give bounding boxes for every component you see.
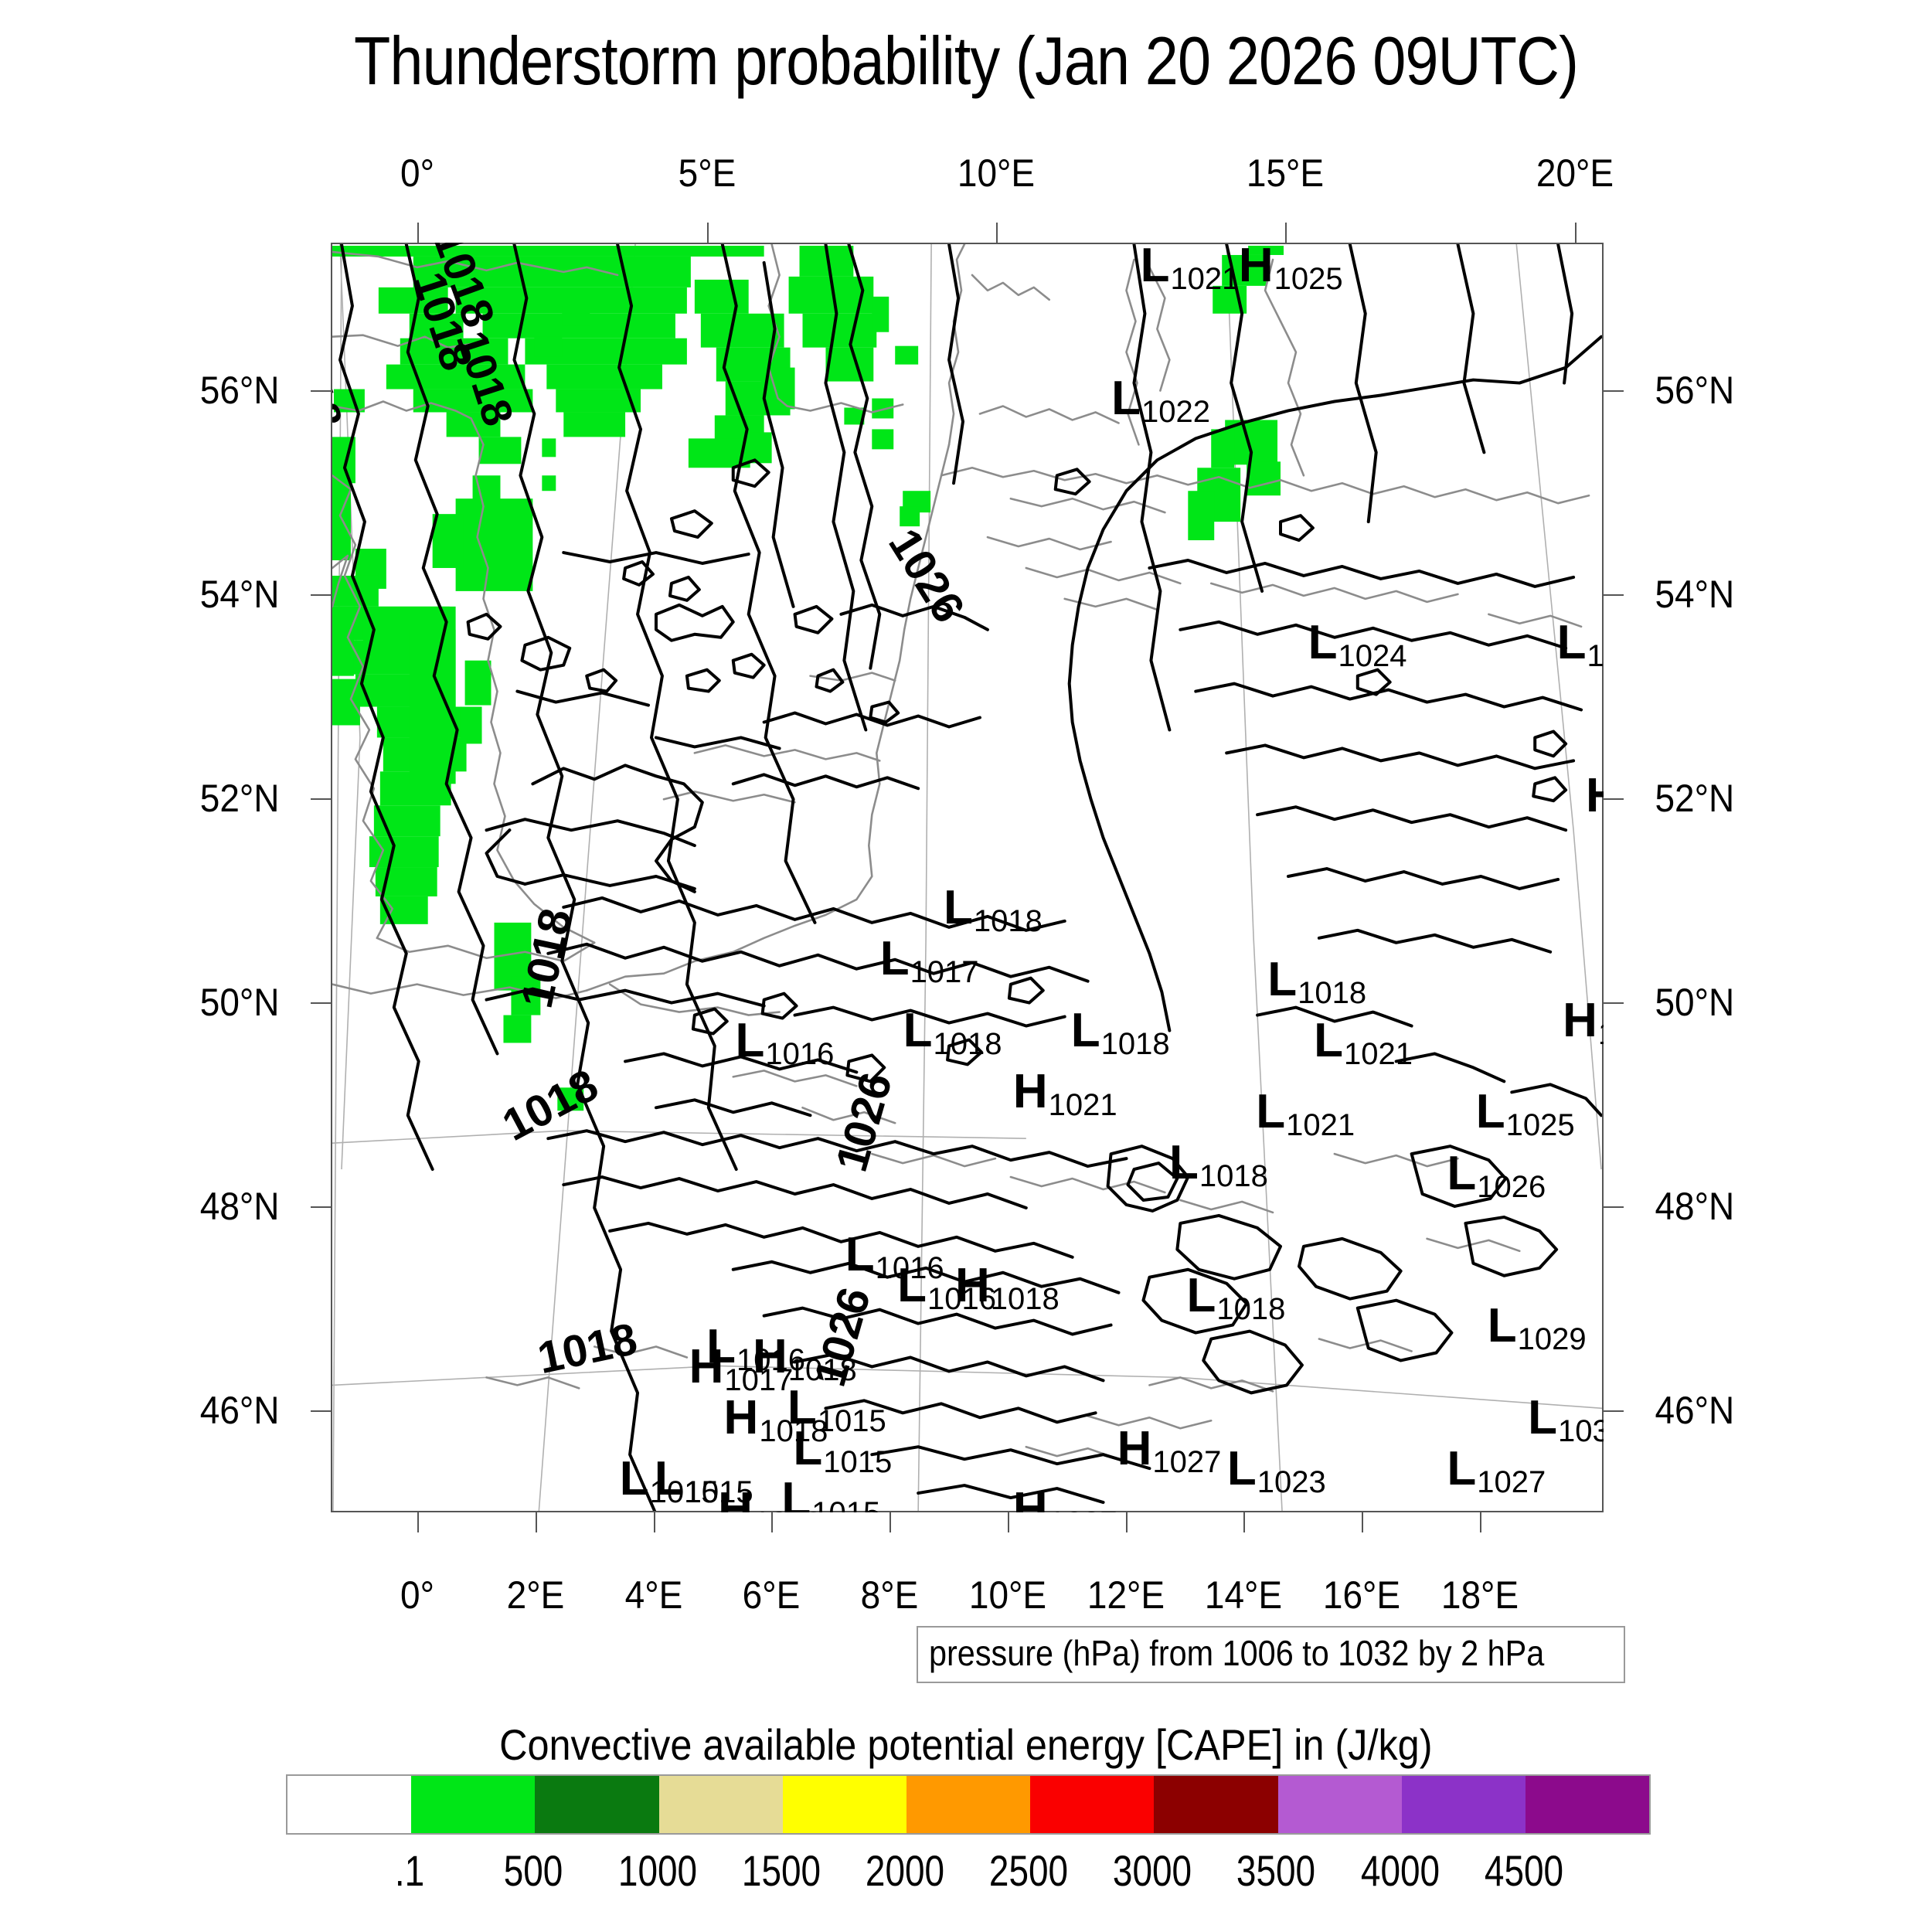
coastlines — [332, 244, 1590, 1461]
axis-tick-right-2: 52°N — [1655, 777, 1735, 821]
weather-map[interactable]: 1018 1018 1018 — [331, 243, 1604, 1512]
colorbar-segment-2[interactable] — [535, 1776, 659, 1833]
colorbar-label-6: 3000 — [1113, 1846, 1192, 1895]
colorbar-segment-5[interactable] — [906, 1776, 1031, 1833]
axis-tick-bottom-5: 10°E — [968, 1573, 1047, 1617]
tickmark-right-5 — [1604, 1410, 1624, 1413]
tickmark-left-0 — [311, 390, 331, 393]
colorbar-label-9: 4500 — [1484, 1846, 1563, 1895]
tickmark-top-4 — [1574, 223, 1577, 243]
axis-tick-top-3: 15°E — [1247, 151, 1325, 195]
cape-colorbar[interactable] — [286, 1774, 1651, 1835]
axis-tick-top-0: 0° — [400, 151, 435, 195]
axis-tick-top-1: 5°E — [678, 151, 736, 195]
tickmark-bottom-2 — [653, 1512, 655, 1532]
tickmark-left-1 — [311, 594, 331, 597]
axis-tick-right-0: 56°N — [1655, 369, 1735, 413]
colorbar-label-2: 1000 — [617, 1846, 697, 1895]
cape-colorbar-labels: .1 500 1000 1500 2000 2500 3000 3500 4000 4500 — [286, 1845, 1648, 1900]
colorbar-caption-text: Convective available potential energy [C… — [499, 1720, 1433, 1769]
tickmark-bottom-5 — [1007, 1512, 1009, 1532]
tickmark-right-0 — [1604, 390, 1624, 393]
colorbar-segment-1[interactable] — [411, 1776, 536, 1833]
tickmark-bottom-9 — [1479, 1512, 1481, 1532]
tickmark-bottom-3 — [771, 1512, 774, 1532]
axis-tick-left-5: 46°N — [199, 1389, 280, 1433]
tickmark-bottom-4 — [889, 1512, 892, 1532]
colorbar-label-0: .1 — [395, 1846, 425, 1895]
tickmark-top-2 — [995, 223, 998, 243]
tickmark-left-3 — [311, 1002, 331, 1005]
axis-tick-bottom-8: 16°E — [1322, 1573, 1401, 1617]
colorbar-segment-4[interactable] — [782, 1776, 906, 1833]
colorbar-segment-8[interactable] — [1277, 1776, 1402, 1833]
tickmark-bottom-7 — [1243, 1512, 1246, 1532]
axis-tick-right-1: 54°N — [1655, 573, 1735, 617]
axis-tick-right-3: 50°N — [1655, 981, 1735, 1025]
colorbar-segment-3[interactable] — [658, 1776, 783, 1833]
axis-tick-right-4: 48°N — [1655, 1185, 1735, 1229]
axis-tick-left-3: 50°N — [199, 981, 280, 1025]
axis-tick-bottom-6: 12°E — [1087, 1573, 1165, 1617]
axis-tick-left-4: 48°N — [199, 1185, 280, 1229]
axis-tick-bottom-2: 4°E — [624, 1573, 683, 1617]
colorbar-label-7: 3500 — [1236, 1846, 1316, 1895]
tickmark-bottom-8 — [1362, 1512, 1364, 1532]
colorbar-segment-9[interactable] — [1401, 1776, 1526, 1833]
tickmark-right-2 — [1604, 798, 1624, 801]
axis-tick-bottom-4: 8°E — [860, 1573, 919, 1617]
colorbar-segment-7[interactable] — [1154, 1776, 1278, 1833]
axis-tick-bottom-0: 0° — [400, 1573, 435, 1617]
tickmark-left-4 — [311, 1206, 331, 1209]
axis-tick-top-2: 10°E — [957, 151, 1036, 195]
axis-tick-bottom-9: 18°E — [1440, 1573, 1519, 1617]
tickmark-left-5 — [311, 1410, 331, 1413]
colorbar-segment-0[interactable] — [287, 1776, 412, 1833]
tickmark-top-1 — [706, 223, 709, 243]
pressure-legend-text: pressure (hPa) from 1006 to 1032 by 2 hP… — [929, 1633, 1545, 1673]
axis-tick-left-0: 56°N — [199, 369, 280, 413]
colorbar-segment-10[interactable] — [1525, 1776, 1650, 1833]
axis-tick-top-4: 20°E — [1536, 151, 1614, 195]
tickmark-right-4 — [1604, 1206, 1624, 1209]
tickmark-left-2 — [311, 798, 331, 801]
colorbar-label-1: 500 — [504, 1846, 563, 1895]
colorbar-label-3: 1500 — [741, 1846, 821, 1895]
axis-tick-left-1: 54°N — [199, 573, 280, 617]
tickmark-bottom-1 — [536, 1512, 538, 1532]
tickmark-bottom-0 — [417, 1512, 420, 1532]
axis-tick-bottom-1: 2°E — [506, 1573, 565, 1617]
axis-tick-bottom-3: 6°E — [743, 1573, 801, 1617]
page-title: Thunderstorm probability (Jan 20 2026 09… — [353, 22, 1579, 99]
tickmark-top-3 — [1285, 223, 1287, 243]
map-canvas: 1018 1018 — [332, 244, 1602, 1511]
colorbar-label-5: 2500 — [989, 1846, 1069, 1895]
tickmark-right-1 — [1604, 594, 1624, 597]
tickmark-bottom-6 — [1125, 1512, 1128, 1532]
isobars — [338, 244, 1602, 1511]
axis-tick-left-2: 52°N — [199, 777, 280, 821]
axis-tick-right-5: 46°N — [1655, 1389, 1735, 1433]
colorbar-label-4: 2000 — [865, 1846, 944, 1895]
pressure-legend-box: pressure (hPa) from 1006 to 1032 by 2 hP… — [917, 1626, 1625, 1683]
colorbar-segment-6[interactable] — [1030, 1776, 1155, 1833]
colorbar-label-8: 4000 — [1360, 1846, 1440, 1895]
graticule — [332, 244, 1602, 1511]
cape-shading-green — [332, 245, 1284, 1111]
colorbar-caption: Convective available potential energy [C… — [0, 1719, 1932, 1770]
tickmark-top-0 — [417, 223, 420, 243]
axis-tick-bottom-7: 14°E — [1205, 1573, 1283, 1617]
tickmark-right-3 — [1604, 1002, 1624, 1005]
